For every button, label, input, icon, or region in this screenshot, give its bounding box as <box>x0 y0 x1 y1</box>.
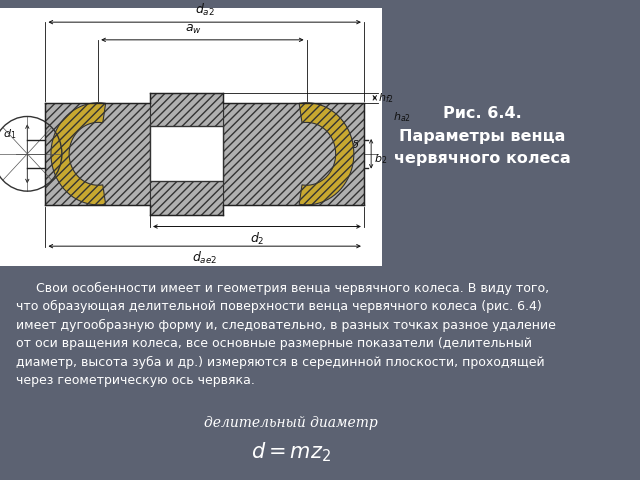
Bar <box>150 126 223 181</box>
Text: $b_2$: $b_2$ <box>374 152 387 166</box>
Polygon shape <box>51 103 106 205</box>
Text: Рис. 6.4.
Параметры венца
червячного колеса: Рис. 6.4. Параметры венца червячного кол… <box>394 107 570 166</box>
Bar <box>0 8 382 266</box>
Bar <box>223 103 364 205</box>
Text: $2\delta$: $2\delta$ <box>344 138 359 150</box>
Bar <box>45 103 150 205</box>
Polygon shape <box>299 103 354 205</box>
Text: $d_2$: $d_2$ <box>250 230 264 247</box>
Text: $d = mz_2$: $d = mz_2$ <box>251 441 331 464</box>
Text: $a_w$: $a_w$ <box>185 23 202 36</box>
Text: $h_{f2}$: $h_{f2}$ <box>378 91 394 105</box>
Text: $h_{a2}$: $h_{a2}$ <box>393 110 411 124</box>
Bar <box>150 93 223 215</box>
Text: $d_{a2}$: $d_{a2}$ <box>195 2 214 18</box>
Text: делительный диаметр: делительный диаметр <box>204 416 378 430</box>
Text: $d_{ae2}$: $d_{ae2}$ <box>192 250 218 266</box>
Text: $d_1$: $d_1$ <box>3 127 17 141</box>
Text: Свои особенности имеет и геометрия венца червячного колеса. В виду того,
что обр: Свои особенности имеет и геометрия венца… <box>17 282 556 387</box>
